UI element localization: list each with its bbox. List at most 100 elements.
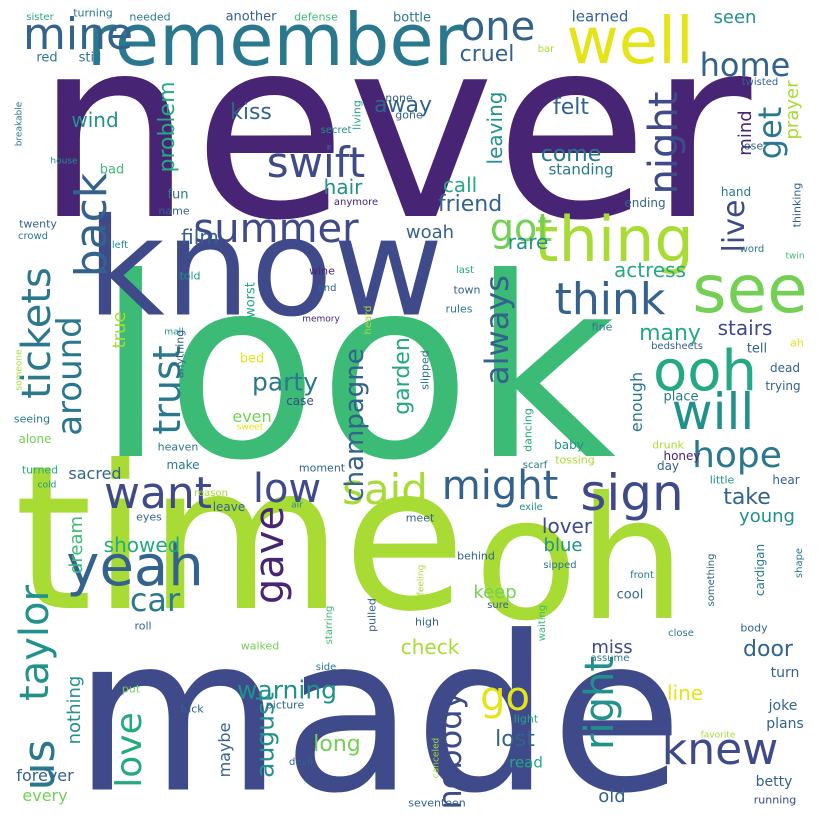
word-keep: keep xyxy=(473,582,517,603)
word-never: never xyxy=(34,0,752,275)
word-turn: turn xyxy=(770,665,800,681)
word-friend: friend xyxy=(437,192,503,217)
word-ah: ah xyxy=(790,336,804,350)
word-home: home xyxy=(699,46,791,84)
word-hair: hair xyxy=(323,175,363,199)
word-know: know xyxy=(86,189,444,347)
word-feeling: feeling xyxy=(416,564,427,596)
word-might: might xyxy=(441,463,559,509)
word-close: close xyxy=(668,628,694,639)
word-lover: lover xyxy=(541,514,593,538)
word-name: name xyxy=(158,204,190,218)
word-line: line xyxy=(666,681,704,705)
word-exile: exile xyxy=(519,502,543,513)
word-around: around xyxy=(50,316,90,436)
word-end: end xyxy=(317,283,337,294)
word-say: say xyxy=(119,404,140,436)
word-town: town xyxy=(453,283,481,297)
word-woah: woah xyxy=(405,222,455,243)
word-bottle: bottle xyxy=(392,10,432,26)
word-someone: someone xyxy=(14,349,25,391)
word-starring: starring xyxy=(324,605,335,645)
word-bar: bar xyxy=(537,44,555,55)
word-anything: anything xyxy=(173,329,187,379)
word-hear: hear xyxy=(772,473,800,487)
word-seen: seen xyxy=(713,7,757,28)
word-bedsheets: bedsheets xyxy=(651,341,703,352)
word-house: house xyxy=(50,156,78,167)
word-word: word xyxy=(739,244,765,255)
word-meet: meet xyxy=(405,511,435,525)
word-look: look xyxy=(95,224,617,515)
word-sipped: sipped xyxy=(543,560,577,571)
word-make: make xyxy=(166,458,200,472)
word-fun: fun xyxy=(167,187,189,203)
word-many: many xyxy=(639,321,701,346)
word-read: read xyxy=(509,753,543,772)
word-felt: felt xyxy=(552,95,590,120)
word-cold: cold xyxy=(37,480,57,491)
word-bed: bed xyxy=(239,351,265,367)
word-light: light xyxy=(513,712,539,726)
word-fine: fine xyxy=(591,320,613,334)
word-made: made xyxy=(73,589,683,819)
word-night: night xyxy=(641,91,687,195)
word-old: old xyxy=(598,786,626,807)
word-actress: actress xyxy=(613,258,687,282)
word-crowd: crowd xyxy=(17,231,49,242)
word-problem: problem xyxy=(155,81,180,173)
word-plans: plans xyxy=(766,716,804,732)
word-twenty: twenty xyxy=(19,217,57,231)
word-true: true xyxy=(109,311,130,349)
word-hope: hope xyxy=(692,435,782,476)
word-another: another xyxy=(225,9,277,25)
word-high: high xyxy=(415,615,439,629)
word-turned: turned xyxy=(21,463,59,477)
word-blue: blue xyxy=(543,535,583,556)
word-stairs: stairs xyxy=(717,316,773,340)
word-leaving: leaving xyxy=(483,91,507,165)
word-dream: dream xyxy=(66,515,87,575)
word-living: living xyxy=(350,100,364,130)
word-standing: standing xyxy=(548,160,614,179)
word-put: put xyxy=(121,682,141,696)
word-left: left xyxy=(111,240,129,251)
word-waiting: waiting xyxy=(537,604,548,642)
word-think: think xyxy=(554,274,666,325)
word-still: still xyxy=(78,50,102,66)
word-party: party xyxy=(251,367,319,397)
word-mine: mine xyxy=(22,9,134,60)
word-moment: moment xyxy=(298,461,346,475)
word-thing: thing xyxy=(534,203,694,276)
word-forever: forever xyxy=(16,766,74,785)
word-warning: warning xyxy=(236,675,338,705)
word-take: take xyxy=(723,485,771,510)
word-devil: devil xyxy=(289,757,313,768)
word-place: place xyxy=(663,389,699,405)
word-right: right xyxy=(577,656,623,750)
word-wind: wind xyxy=(71,108,119,132)
word-oh: oh xyxy=(474,461,686,659)
word-sign: sign xyxy=(580,464,684,522)
word-reason: reason xyxy=(194,488,228,499)
word-champagne: champagne xyxy=(340,348,370,502)
word-last: last xyxy=(455,265,475,276)
word-tell: tell xyxy=(746,341,768,357)
word-gave: gave xyxy=(247,505,293,605)
word-prayer: prayer xyxy=(782,80,803,140)
word-got: got xyxy=(489,206,553,250)
word-leave: leave xyxy=(212,500,246,514)
word-lose: lose xyxy=(740,139,764,153)
word-body: body xyxy=(740,621,768,635)
word-come: come xyxy=(540,142,602,167)
word-summer: summer xyxy=(193,206,359,252)
word-little: little xyxy=(709,473,735,487)
word-wine: wine xyxy=(309,264,335,278)
word-said: said xyxy=(342,465,428,514)
word-told: told xyxy=(179,269,201,283)
word-thinking: thinking xyxy=(790,182,804,228)
word-secret: secret xyxy=(320,125,352,136)
word-anymore: anymore xyxy=(333,197,379,208)
word-car: car xyxy=(129,581,181,619)
word-day: day xyxy=(656,459,680,473)
